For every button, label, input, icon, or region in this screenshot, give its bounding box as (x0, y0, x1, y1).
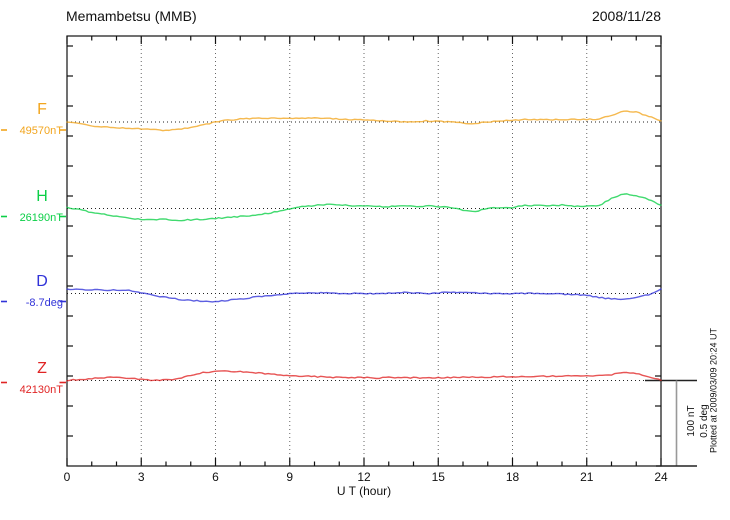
x-tick-label-6: 6 (212, 470, 219, 484)
component-H-label: H (36, 187, 48, 205)
component-H-baseline-value: 26190nT (19, 211, 63, 224)
date-label: 2008/11/28 (591, 8, 661, 24)
x-tick-label-9: 9 (286, 470, 294, 484)
trace-H (66, 193, 662, 222)
component-D-label: D (36, 272, 48, 290)
plotted-timestamp: Plotted at 2009/03/09 20:24 UT (708, 327, 719, 454)
x-tick-label-24: 24 (654, 470, 668, 484)
x-axis-label: U T (hour) (336, 484, 392, 498)
component-F-label: F (37, 101, 47, 118)
station-title: Memambetsu (MMB) (66, 8, 197, 24)
component-Z-baseline-value: 42130nT (19, 383, 63, 396)
component-Z-label: Z (37, 359, 47, 377)
trace-F (66, 110, 662, 132)
x-tick-label-21: 21 (580, 470, 594, 484)
x-tick-label-15: 15 (431, 470, 445, 484)
component-D-baseline-value: -8.7deg (25, 296, 63, 309)
component-F-baseline-value: 49570nT (19, 125, 63, 137)
scale-bar-nt-label: 100 nT (686, 405, 697, 437)
x-tick-label-0: 0 (63, 470, 71, 484)
x-tick-label-18: 18 (505, 470, 520, 484)
trace-D (66, 288, 662, 303)
x-tick-label-3: 3 (137, 470, 145, 484)
x-tick-label-12: 12 (357, 470, 371, 484)
trace-Z (66, 370, 662, 382)
